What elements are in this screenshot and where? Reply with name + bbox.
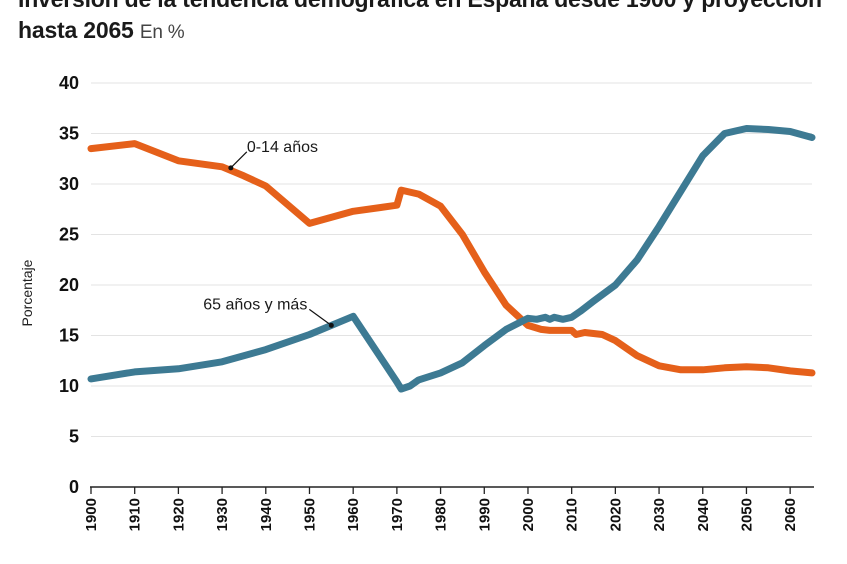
y-tick-label-5: 5: [69, 427, 79, 447]
y-tick-label-40: 40: [59, 73, 79, 93]
x-tick-label-1900: 1900: [83, 498, 100, 531]
y-tick-label-20: 20: [59, 275, 79, 295]
y-tick-label-15: 15: [59, 326, 79, 346]
x-tick-label-1970: 1970: [389, 498, 406, 531]
annotation-label-0: 0-14 años: [247, 139, 318, 156]
x-tick-label-2010: 2010: [564, 498, 581, 531]
x-tick-label-2030: 2030: [651, 498, 668, 531]
series-layer: [87, 125, 816, 393]
x-tick-label-1940: 1940: [258, 498, 275, 531]
y-tick-label-10: 10: [59, 376, 79, 396]
x-tick-label-1930: 1930: [214, 498, 231, 531]
y-tick-label-35: 35: [59, 124, 79, 144]
x-tick-label-1980: 1980: [433, 498, 450, 531]
x-tick-label-2050: 2050: [738, 498, 755, 531]
annotation-leader-0: [230, 151, 248, 169]
annotation-label-1: 65 años y más: [203, 296, 307, 313]
annotation-dot-1: [328, 322, 334, 328]
x-tick-label-2040: 2040: [695, 498, 712, 531]
series-line-1: [87, 125, 816, 393]
x-tick-label-2000: 2000: [520, 498, 537, 531]
title-line-2: hasta 2065: [18, 17, 134, 43]
x-tick-label-1960: 1960: [345, 498, 362, 531]
x-tick-label-1910: 1910: [127, 498, 144, 531]
annotation-layer: 0-14 años 65 años y más: [203, 139, 334, 328]
y-tick-label-25: 25: [59, 225, 79, 245]
x-tick-label-1920: 1920: [170, 498, 187, 531]
y-axis-label: Porcentaje: [19, 259, 35, 326]
x-tick-label-2060: 2060: [782, 498, 799, 531]
y-tick-label-0: 0: [69, 477, 79, 497]
series-line-0: [87, 140, 816, 377]
title-unit: En %: [139, 22, 185, 43]
annotation-leader-1: [308, 308, 332, 326]
x-tick-label-1950: 1950: [301, 498, 318, 531]
title-line-1: Inversión de la tendencia demográfica en…: [18, 0, 822, 12]
annotation-dot-0: [228, 165, 234, 171]
axis-layer: 0 5 10 15 20 25 30 35 40 1900 1910 1920 1930 1940 1950…: [59, 73, 814, 531]
chart-title: Inversión de la tendencia demográfica en…: [18, 0, 838, 48]
x-tick-label-2020: 2020: [607, 498, 624, 531]
grid-layer: [91, 82, 812, 437]
x-tick-label-1990: 1990: [476, 498, 493, 531]
y-tick-label-30: 30: [59, 174, 79, 194]
